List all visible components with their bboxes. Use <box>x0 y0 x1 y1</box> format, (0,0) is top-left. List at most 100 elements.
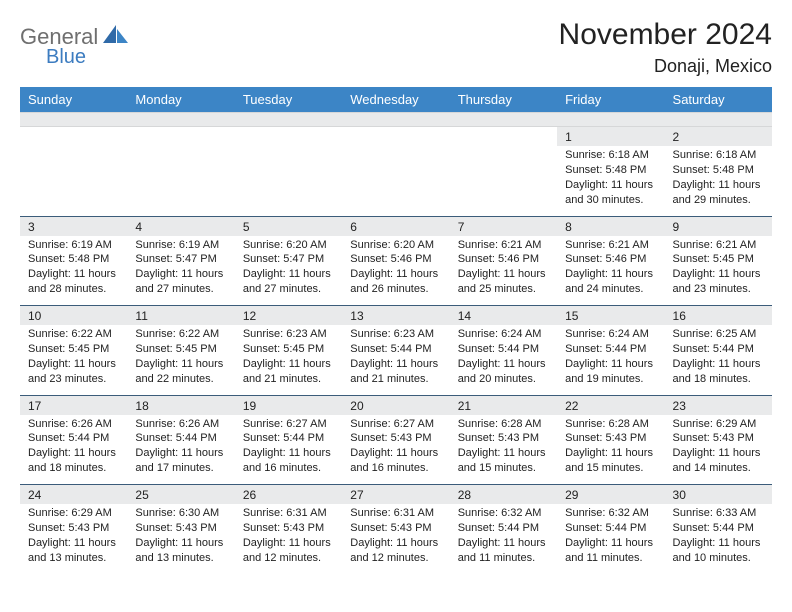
sunrise-text: Sunrise: 6:23 AM <box>350 327 441 342</box>
sunset-text: Sunset: 5:44 PM <box>673 342 764 357</box>
daylight-text: Daylight: 11 hours and 23 minutes. <box>673 267 764 297</box>
daynum-cell: 22 <box>557 395 664 415</box>
daylight-text: Daylight: 11 hours and 21 minutes. <box>350 357 441 387</box>
sunrise-text: Sunrise: 6:28 AM <box>565 417 656 432</box>
daylight-text: Daylight: 11 hours and 15 minutes. <box>565 446 656 476</box>
daybody-cell: Sunrise: 6:20 AMSunset: 5:46 PMDaylight:… <box>342 236 449 306</box>
dayhead: Saturday <box>665 87 772 113</box>
dayhead: Tuesday <box>235 87 342 113</box>
sunset-text: Sunset: 5:44 PM <box>350 342 441 357</box>
sunrise-text: Sunrise: 6:23 AM <box>243 327 334 342</box>
daybody-empty <box>235 146 342 216</box>
daybody-cell: Sunrise: 6:29 AMSunset: 5:43 PMDaylight:… <box>665 415 772 485</box>
daylight-text: Daylight: 11 hours and 15 minutes. <box>458 446 549 476</box>
spacer-cell <box>20 113 127 127</box>
sunset-text: Sunset: 5:43 PM <box>28 521 119 536</box>
daynum-cell: 28 <box>450 485 557 505</box>
daybody-cell: Sunrise: 6:27 AMSunset: 5:43 PMDaylight:… <box>342 415 449 485</box>
sunrise-text: Sunrise: 6:31 AM <box>350 506 441 521</box>
daybody-cell: Sunrise: 6:19 AMSunset: 5:47 PMDaylight:… <box>127 236 234 306</box>
daynum-cell: 21 <box>450 395 557 415</box>
daybody-cell: Sunrise: 6:28 AMSunset: 5:43 PMDaylight:… <box>450 415 557 485</box>
daylight-text: Daylight: 11 hours and 19 minutes. <box>565 357 656 387</box>
daynum-row: 24252627282930 <box>20 485 772 505</box>
sunrise-text: Sunrise: 6:24 AM <box>458 327 549 342</box>
daylight-text: Daylight: 11 hours and 11 minutes. <box>565 536 656 566</box>
daylight-text: Daylight: 11 hours and 12 minutes. <box>243 536 334 566</box>
sunset-text: Sunset: 5:48 PM <box>673 163 764 178</box>
daylight-text: Daylight: 11 hours and 25 minutes. <box>458 267 549 297</box>
daybody-row: Sunrise: 6:18 AMSunset: 5:48 PMDaylight:… <box>20 146 772 216</box>
daynum-cell: 25 <box>127 485 234 505</box>
daylight-text: Daylight: 11 hours and 11 minutes. <box>458 536 549 566</box>
sunset-text: Sunset: 5:44 PM <box>565 342 656 357</box>
dayhead: Friday <box>557 87 664 113</box>
daynum-cell: 27 <box>342 485 449 505</box>
daynum-cell: 4 <box>127 216 234 236</box>
dayhead: Wednesday <box>342 87 449 113</box>
daylight-text: Daylight: 11 hours and 18 minutes. <box>28 446 119 476</box>
daybody-cell: Sunrise: 6:30 AMSunset: 5:43 PMDaylight:… <box>127 504 234 574</box>
sunrise-text: Sunrise: 6:31 AM <box>243 506 334 521</box>
header: General Blue November 2024 Donaji, Mexic… <box>20 18 772 77</box>
sunrise-text: Sunrise: 6:18 AM <box>673 148 764 163</box>
daybody-row: Sunrise: 6:29 AMSunset: 5:43 PMDaylight:… <box>20 504 772 574</box>
daybody-cell: Sunrise: 6:26 AMSunset: 5:44 PMDaylight:… <box>20 415 127 485</box>
daylight-text: Daylight: 11 hours and 30 minutes. <box>565 178 656 208</box>
dayhead-row: SundayMondayTuesdayWednesdayThursdayFrid… <box>20 87 772 113</box>
daynum-cell: 11 <box>127 306 234 326</box>
sunset-text: Sunset: 5:44 PM <box>135 431 226 446</box>
daynum-cell: 30 <box>665 485 772 505</box>
sunset-text: Sunset: 5:45 PM <box>28 342 119 357</box>
sunset-text: Sunset: 5:46 PM <box>565 252 656 267</box>
daynum-empty <box>450 127 557 147</box>
daynum-cell: 6 <box>342 216 449 236</box>
daylight-text: Daylight: 11 hours and 29 minutes. <box>673 178 764 208</box>
daybody-cell: Sunrise: 6:24 AMSunset: 5:44 PMDaylight:… <box>557 325 664 395</box>
spacer-cell <box>450 113 557 127</box>
daynum-row: 3456789 <box>20 216 772 236</box>
daybody-empty <box>20 146 127 216</box>
sunrise-text: Sunrise: 6:33 AM <box>673 506 764 521</box>
sunset-text: Sunset: 5:45 PM <box>243 342 334 357</box>
daylight-text: Daylight: 11 hours and 13 minutes. <box>135 536 226 566</box>
daylight-text: Daylight: 11 hours and 18 minutes. <box>673 357 764 387</box>
sunrise-text: Sunrise: 6:19 AM <box>135 238 226 253</box>
sunset-text: Sunset: 5:48 PM <box>28 252 119 267</box>
spacer-cell <box>665 113 772 127</box>
daynum-cell: 14 <box>450 306 557 326</box>
sunset-text: Sunset: 5:44 PM <box>458 521 549 536</box>
daybody-cell: Sunrise: 6:22 AMSunset: 5:45 PMDaylight:… <box>127 325 234 395</box>
sunrise-text: Sunrise: 6:32 AM <box>458 506 549 521</box>
sunrise-text: Sunrise: 6:30 AM <box>135 506 226 521</box>
daybody-cell: Sunrise: 6:23 AMSunset: 5:45 PMDaylight:… <box>235 325 342 395</box>
daybody-empty <box>450 146 557 216</box>
daybody-empty <box>342 146 449 216</box>
daylight-text: Daylight: 11 hours and 17 minutes. <box>135 446 226 476</box>
daynum-cell: 29 <box>557 485 664 505</box>
daybody-cell: Sunrise: 6:29 AMSunset: 5:43 PMDaylight:… <box>20 504 127 574</box>
daynum-row: 12 <box>20 127 772 147</box>
daybody-cell: Sunrise: 6:27 AMSunset: 5:44 PMDaylight:… <box>235 415 342 485</box>
sunrise-text: Sunrise: 6:21 AM <box>673 238 764 253</box>
sunset-text: Sunset: 5:43 PM <box>565 431 656 446</box>
sunrise-text: Sunrise: 6:20 AM <box>243 238 334 253</box>
sunrise-text: Sunrise: 6:26 AM <box>135 417 226 432</box>
sunrise-text: Sunrise: 6:19 AM <box>28 238 119 253</box>
daylight-text: Daylight: 11 hours and 23 minutes. <box>28 357 119 387</box>
spacer-cell <box>127 113 234 127</box>
spacer-cell <box>342 113 449 127</box>
daynum-cell: 18 <box>127 395 234 415</box>
daybody-cell: Sunrise: 6:25 AMSunset: 5:44 PMDaylight:… <box>665 325 772 395</box>
daybody-cell: Sunrise: 6:23 AMSunset: 5:44 PMDaylight:… <box>342 325 449 395</box>
sunrise-text: Sunrise: 6:25 AM <box>673 327 764 342</box>
daylight-text: Daylight: 11 hours and 16 minutes. <box>243 446 334 476</box>
daybody-cell: Sunrise: 6:28 AMSunset: 5:43 PMDaylight:… <box>557 415 664 485</box>
daynum-cell: 9 <box>665 216 772 236</box>
daynum-cell: 16 <box>665 306 772 326</box>
daybody-cell: Sunrise: 6:22 AMSunset: 5:45 PMDaylight:… <box>20 325 127 395</box>
daybody-row: Sunrise: 6:22 AMSunset: 5:45 PMDaylight:… <box>20 325 772 395</box>
sunrise-text: Sunrise: 6:24 AM <box>565 327 656 342</box>
dayhead: Thursday <box>450 87 557 113</box>
sunrise-text: Sunrise: 6:26 AM <box>28 417 119 432</box>
